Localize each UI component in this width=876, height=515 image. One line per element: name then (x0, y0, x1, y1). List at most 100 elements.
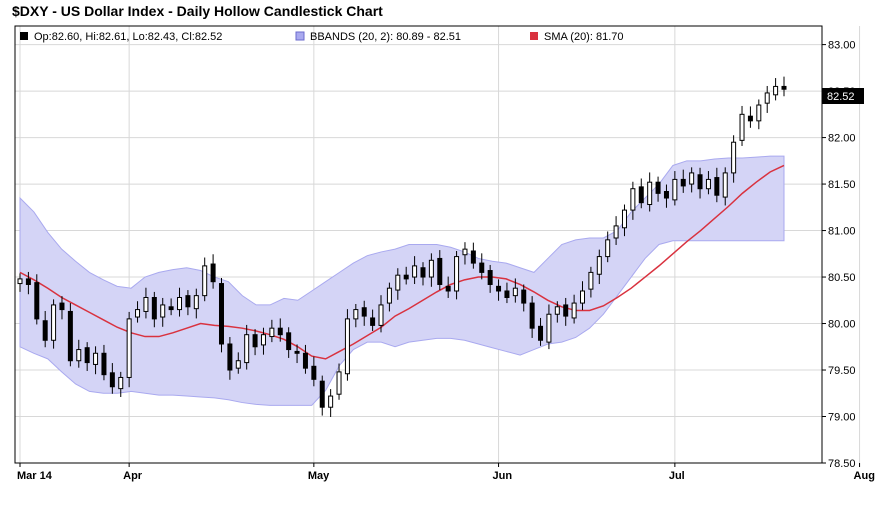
candle (177, 287, 183, 317)
candle-body (747, 115, 753, 122)
candle-body (84, 347, 90, 364)
candle (773, 78, 779, 101)
candle-body (538, 325, 544, 341)
candle-body (630, 188, 636, 211)
candle-body (605, 239, 611, 258)
candle (378, 295, 384, 333)
candle-body (739, 113, 745, 141)
candle-body (177, 296, 183, 311)
candle (336, 363, 342, 400)
candle-body (420, 267, 426, 278)
candle (529, 296, 535, 338)
candle-body (135, 309, 141, 318)
candle-body (294, 350, 300, 354)
sma-polyline (19, 164, 785, 360)
legend-ohlc-swatch (20, 32, 28, 40)
y-axis: 83.0082.5082.0081.5081.0080.5080.0079.50… (822, 40, 856, 470)
candle-body (286, 332, 292, 351)
candle (764, 85, 770, 113)
candle (672, 171, 678, 206)
candle (445, 276, 451, 298)
candle (470, 242, 476, 269)
candle (521, 284, 527, 312)
candle-body (202, 265, 208, 297)
candle (546, 304, 552, 350)
candle (512, 278, 518, 303)
candle (663, 184, 669, 208)
candle-body (311, 365, 317, 380)
candle (697, 167, 703, 199)
sma-line (19, 164, 785, 360)
candle (361, 300, 367, 326)
candle-body (588, 271, 594, 290)
candle (353, 304, 359, 328)
candle (235, 352, 241, 374)
legend-ohlc-text: Op:82.60, Hi:82.61, Lo:82.43, Cl:82.52 (34, 31, 222, 43)
candle (202, 257, 208, 302)
candle-body (479, 262, 485, 273)
candle (185, 290, 191, 316)
candle-body (563, 304, 569, 317)
candle (554, 301, 560, 323)
candle (370, 309, 376, 331)
candle-body (101, 352, 107, 376)
candle (538, 317, 544, 346)
candle (705, 171, 711, 195)
last-price-marker: 82.52 (822, 88, 864, 104)
candle (655, 176, 661, 202)
bband-area (19, 155, 785, 406)
candle (227, 337, 233, 380)
candle (781, 76, 787, 97)
candle (311, 356, 317, 387)
candle-body (580, 290, 586, 304)
candle (680, 169, 686, 193)
candle-body (437, 257, 443, 285)
candle (160, 297, 166, 327)
candle (487, 264, 493, 293)
candle-body (554, 306, 560, 315)
candle-body (722, 172, 728, 198)
y-tick-label: 83.00 (828, 40, 856, 52)
legend-sma-text: SMA (20): 81.70 (544, 31, 624, 43)
x-tick-label: May (308, 470, 330, 482)
candle (714, 167, 720, 203)
candle-body (34, 282, 40, 320)
candle-body (621, 209, 627, 229)
candle (260, 327, 266, 355)
candle-body (277, 327, 283, 336)
candle-body (571, 302, 577, 319)
candle (168, 298, 174, 316)
candle (496, 279, 502, 301)
candle-body (370, 317, 376, 326)
candle-body (328, 395, 334, 408)
candle (319, 375, 325, 416)
x-tick-label: Jul (669, 470, 685, 482)
candle (731, 135, 737, 183)
candle-body (705, 178, 711, 190)
candle (135, 301, 141, 323)
candle (25, 271, 31, 295)
candle (244, 324, 250, 370)
candle (294, 344, 300, 364)
candle (420, 262, 426, 286)
candle (647, 172, 653, 212)
last-price-box (822, 88, 864, 104)
candle-body (269, 327, 275, 338)
x-tick-label: Aug (854, 470, 875, 482)
candle (93, 346, 99, 375)
candle-body (218, 283, 224, 345)
candle-body (160, 304, 166, 318)
candle-body (504, 290, 510, 298)
candle (395, 268, 401, 300)
candle-body (336, 371, 342, 395)
candle (210, 254, 216, 289)
candle (571, 294, 577, 324)
candle (454, 251, 460, 300)
y-tick-label: 79.00 (828, 412, 856, 424)
candle-body (596, 256, 602, 275)
candle-body (17, 278, 23, 285)
candle (269, 319, 275, 343)
candle-body (470, 250, 476, 264)
candle-body (319, 380, 325, 408)
